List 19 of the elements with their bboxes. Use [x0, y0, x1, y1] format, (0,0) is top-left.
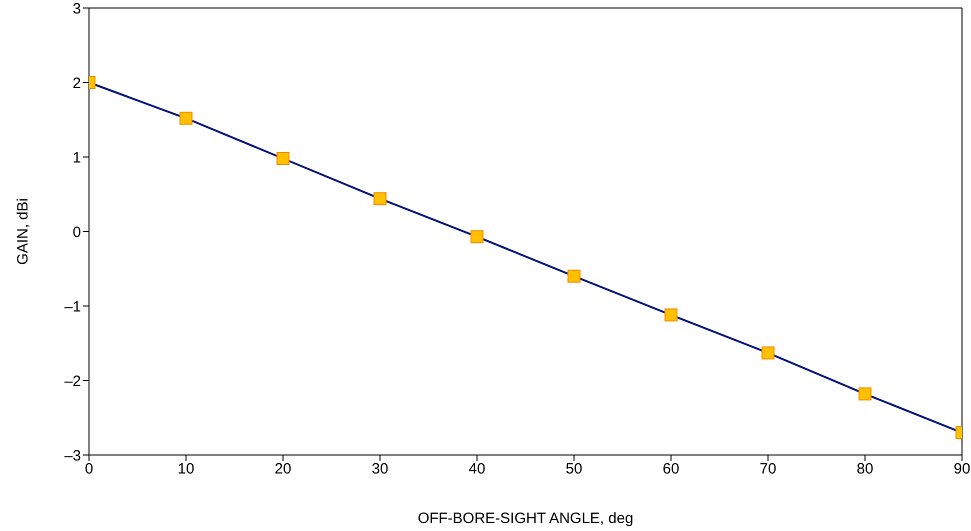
x-tick-label: 80 [856, 460, 874, 478]
y-tick-label: –3 [64, 447, 81, 464]
y-tick-label: 1 [72, 149, 81, 166]
y-axis-title: GAIN, dBi [14, 198, 32, 265]
x-tick-label: 70 [760, 460, 776, 478]
y-tick-label: 0 [72, 224, 81, 241]
x-tick-label: 90 [954, 460, 970, 478]
x-tick-label: 40 [468, 460, 486, 478]
x-tick-label: 60 [662, 460, 680, 478]
y-tick-label: 2 [72, 74, 81, 92]
x-tick-label: 0 [84, 460, 94, 478]
x-tick-label: 50 [566, 460, 582, 478]
y-tick-label: –1 [64, 298, 81, 316]
x-tick-label: 30 [372, 460, 388, 478]
x-axis-title: OFF-BORE-SIGHT ANGLE, deg [418, 510, 634, 527]
y-tick-label: 3 [72, 0, 81, 18]
y-tick-label: –2 [64, 372, 81, 390]
x-tick-label: 20 [274, 460, 292, 478]
x-tick-label: 10 [178, 460, 194, 478]
